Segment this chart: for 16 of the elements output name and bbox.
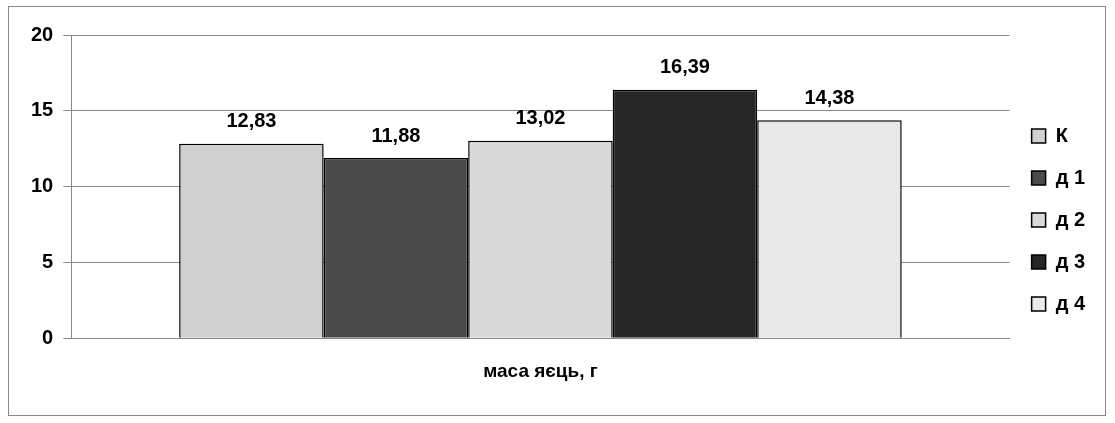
data-label: 16,39 [659,55,710,78]
y-tick-label: 5 [42,249,54,272]
y-tick-label: 15 [31,98,54,121]
x-tick-label: маса яєць, г [483,359,598,381]
legend-label: д 2 [1055,207,1085,230]
y-tick-label: 20 [31,22,54,45]
legend-label: д 4 [1055,291,1086,314]
legend-label: д 3 [1055,249,1085,272]
data-label: 13,02 [515,106,566,129]
data-label: 11,88 [371,123,421,146]
legend-label: К [1055,123,1069,146]
data-label: 14,38 [804,85,855,108]
y-tick-label: 0 [42,325,54,348]
y-tick-label: 10 [31,174,54,197]
data-label: 12,83 [226,109,277,132]
legend-label: д 1 [1055,165,1085,188]
